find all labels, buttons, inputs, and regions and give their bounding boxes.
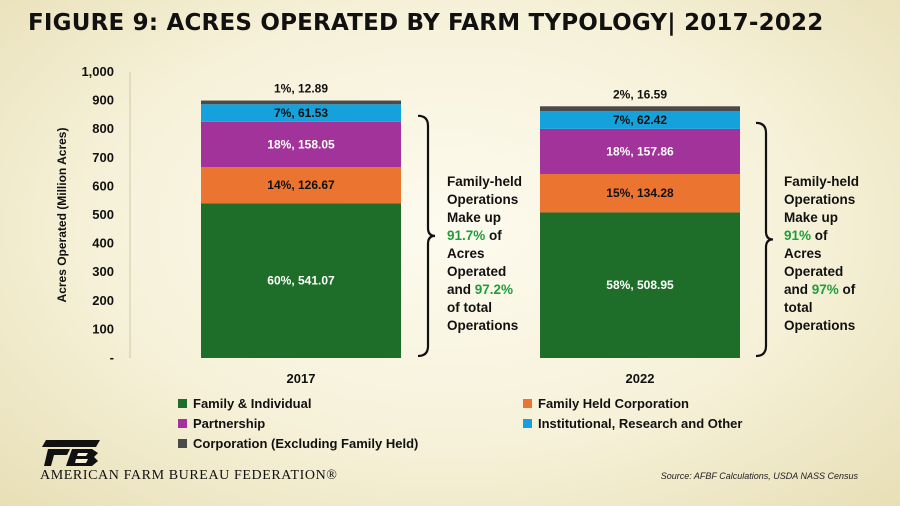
- annotation-segment: of: [811, 228, 828, 243]
- bracket-icon: [755, 121, 774, 358]
- x-tick-label: 2022: [626, 371, 655, 386]
- annotation-segment: of total: [447, 300, 492, 315]
- stacked-bar-chart: - 100 200 300 400 500 600 700 800 900 1,000 Acres O…: [55, 64, 859, 386]
- x-tick-label: 2017: [287, 371, 316, 386]
- annotation-segment: and: [447, 282, 475, 297]
- bar-segment: [201, 121, 401, 168]
- legend-item: Partnership: [178, 416, 265, 431]
- data-label: 7%, 61.53: [274, 106, 328, 120]
- bar-segment: [201, 100, 401, 105]
- data-label: 1%, 12.89: [274, 82, 328, 96]
- annotation-text: Family-held Operations Make up 91.7% of Acre…: [447, 174, 522, 333]
- annotation-text: Family-held Operations Make up 91% of Acres O…: [784, 174, 859, 333]
- y-tick-label: 500: [92, 207, 114, 222]
- legend-item: Family Held Corporation: [523, 396, 689, 411]
- annotation-segment: Operations: [784, 318, 855, 333]
- data-label: 18%, 157.86: [606, 144, 674, 158]
- legend-item: Institutional, Research and Other: [523, 416, 742, 431]
- bar-segment: [540, 106, 740, 112]
- bar-segment: [540, 212, 740, 358]
- annotation-segment: Operations: [447, 318, 518, 333]
- annotation-segment: Make up: [447, 210, 501, 225]
- legend-item: Corporation (Excluding Family Held): [178, 436, 418, 451]
- y-tick-label: 100: [92, 321, 114, 336]
- annotation-segment: Make up: [784, 210, 838, 225]
- annotation-segment: Family-held: [784, 174, 859, 189]
- bar-segment: [201, 167, 401, 204]
- y-tick-label: 200: [92, 293, 114, 308]
- y-tick-label: 900: [92, 93, 114, 108]
- annotation-segment: 97%: [812, 282, 839, 297]
- legend-label: Partnership: [193, 416, 266, 431]
- legend-swatch: [523, 399, 532, 408]
- chart-title: FIGURE 9: ACRES OPERATED BY FARM TYPOLOG…: [28, 10, 824, 36]
- legend-label: Family Held Corporation: [538, 396, 689, 411]
- y-tick-label: 800: [92, 121, 114, 136]
- organization-name: AMERICAN FARM BUREAU FEDERATION®: [40, 468, 338, 483]
- annotation-segment: Operations: [447, 192, 518, 207]
- annotation-segment: total: [784, 300, 813, 315]
- legend-swatch: [178, 399, 187, 408]
- data-label: 15%, 134.28: [606, 186, 674, 200]
- y-tick-label: 400: [92, 236, 114, 251]
- annotation-segment: and: [784, 282, 812, 297]
- data-label: 14%, 126.67: [267, 178, 335, 192]
- data-label: 58%, 508.95: [606, 278, 674, 292]
- bar-segment: [201, 203, 401, 358]
- annotation-segment: Operated: [447, 264, 506, 279]
- y-tick-label: -: [110, 350, 114, 365]
- legend-swatch: [178, 439, 187, 448]
- annotation-segment: Acres: [447, 246, 485, 261]
- legend-label: Institutional, Research and Other: [538, 416, 743, 431]
- annotation-segment: Operated: [784, 264, 843, 279]
- legend-swatch: [523, 419, 532, 428]
- annotation-segment: 97.2%: [475, 282, 513, 297]
- bar-segment: [201, 104, 401, 122]
- annotation-segment: Acres: [784, 246, 822, 261]
- y-tick-label: 300: [92, 264, 114, 279]
- annotation-segment: of: [485, 228, 502, 243]
- legend-item: Family & Individual: [178, 396, 311, 411]
- annotation-segment: Operations: [784, 192, 855, 207]
- legend-label: Corporation (Excluding Family Held): [193, 436, 419, 451]
- legend-label: Family & Individual: [193, 396, 312, 411]
- y-tick-label: 1,000: [81, 64, 114, 79]
- bar-segment: [540, 128, 740, 175]
- bracket-icon: [417, 114, 436, 358]
- data-label: 2%, 16.59: [613, 87, 667, 101]
- y-tick-label: 700: [92, 150, 114, 165]
- data-label: 7%, 62.42: [613, 113, 667, 127]
- y-tick-label: 600: [92, 178, 114, 193]
- source-note: Source: AFBF Calculations, USDA NASS Cen…: [660, 471, 858, 481]
- annotation-segment: of: [839, 282, 856, 297]
- farm-bureau-logo-icon: [42, 440, 100, 466]
- y-axis-label: Acres Operated (Million Acres): [55, 128, 69, 303]
- legend-swatch: [178, 419, 187, 428]
- bar-segment: [540, 174, 740, 213]
- annotation-segment: 91%: [784, 228, 811, 243]
- annotation-segment: 91.7%: [447, 228, 485, 243]
- data-label: 18%, 158.05: [267, 137, 335, 151]
- data-label: 60%, 541.07: [267, 274, 335, 288]
- annotation-segment: Family-held: [447, 174, 522, 189]
- bar-segment: [540, 111, 740, 129]
